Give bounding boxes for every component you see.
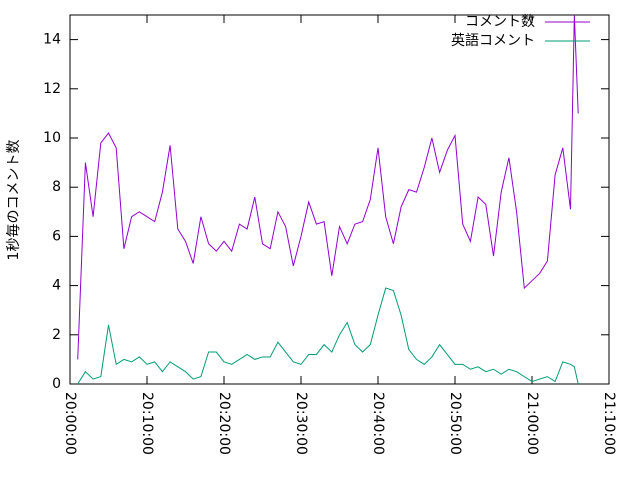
legend-label: 英語コメント <box>451 32 535 49</box>
series-line <box>77 14 579 360</box>
y-tick-label: 10 <box>43 130 61 146</box>
y-tick-label: 4 <box>52 278 61 294</box>
plot-border <box>69 14 610 385</box>
x-tick-label: 20:20:00 <box>216 392 232 455</box>
x-tick-label: 20:40:00 <box>370 392 386 455</box>
x-tick-label: 20:30:00 <box>293 392 309 455</box>
x-tick-label: 21:00:00 <box>524 392 540 455</box>
x-tick-label: 20:50:00 <box>447 392 463 455</box>
y-axis-label: 1秒毎のコメント数 <box>6 140 22 261</box>
y-tick-label: 14 <box>43 32 61 48</box>
legend-label: コメント数 <box>465 14 535 30</box>
y-tick-label: 12 <box>43 81 61 97</box>
series-line <box>77 287 579 385</box>
y-tick-label: 6 <box>52 228 61 244</box>
y-tick-label: 0 <box>52 376 61 392</box>
y-tick-label: 2 <box>52 327 61 343</box>
x-tick-label: 20:00:00 <box>62 392 78 455</box>
x-tick-label: 20:10:00 <box>139 392 155 455</box>
x-tick-label: 21:10:00 <box>601 392 617 455</box>
y-tick-label: 8 <box>52 179 61 195</box>
